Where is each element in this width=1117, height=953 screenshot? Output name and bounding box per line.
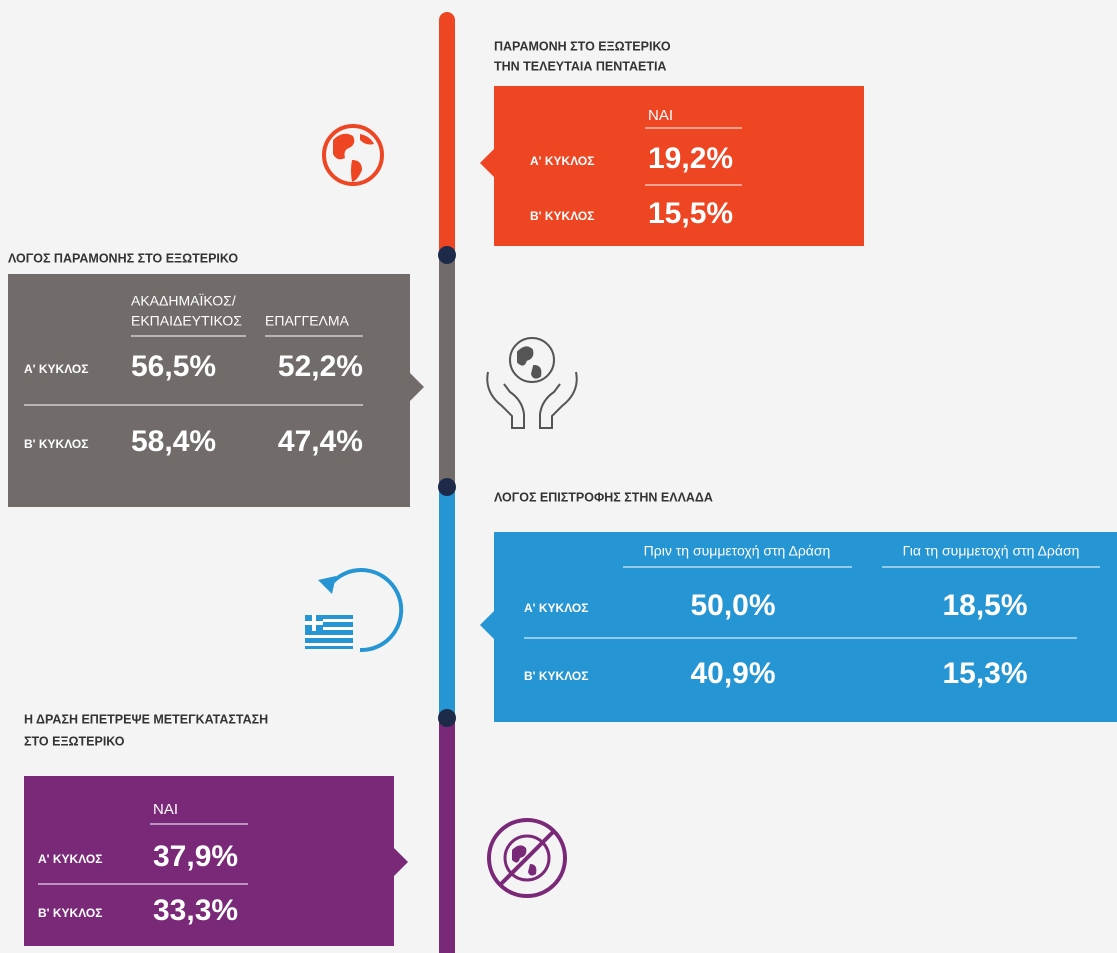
hands-globe-icon	[486, 337, 578, 429]
value: 37,9%	[153, 840, 238, 873]
section-title: ΛΟΓΟΣ ΕΠΙΣΤΡΟΦΗΣ ΣΤΗΝ ΕΛΛΑΔΑ	[494, 490, 713, 504]
row-label: Β' ΚΥΚΛΟΣ	[24, 437, 88, 451]
value: 15,3%	[942, 657, 1027, 690]
value: 47,4%	[278, 425, 363, 458]
value: 33,3%	[153, 894, 238, 927]
panel-pointer	[394, 848, 408, 876]
value: 50,0%	[690, 589, 775, 622]
section: Η ΔΡΑΣΗ ΕΠΕΤΡΕΨΕ ΜΕΤΕΓΚΑΤΑΣΤΑΣΗ ΣΤΟ ΕΞΩΤΕ…	[24, 712, 408, 946]
section: ΠΑΡΑΜΟΝΗ ΣΤΟ ΕΞΩΤΕΡΙΚΟ ΤΗΝ ΤΕΛΕΥΤΑΙΑ ΠΕΝΤ…	[480, 39, 864, 246]
panel-pointer	[410, 373, 424, 401]
row-label: Α' ΚΥΚΛΟΣ	[524, 601, 588, 615]
row-label: Β' ΚΥΚΛΟΣ	[530, 209, 594, 223]
return-icon	[305, 568, 404, 653]
section-title: ΠΑΡΑΜΟΝΗ ΣΤΟ ΕΞΩΤΕΡΙΚΟ	[494, 39, 671, 53]
row-label: Α' ΚΥΚΛΟΣ	[24, 362, 88, 376]
section-title: ΛΟΓΟΣ ΠΑΡΑΜΟΝΗΣ ΣΤΟ ΕΞΩΤΕΡΙΚΟ	[8, 251, 238, 265]
column-header: Για τη συμμετοχή στη Δράση	[903, 543, 1080, 559]
panel-pointer	[480, 149, 494, 177]
section-title: Η ΔΡΑΣΗ ΕΠΕΤΡΕΨΕ ΜΕΤΕΓΚΑΤΑΣΤΑΣΗ	[24, 712, 268, 726]
panel	[494, 532, 1117, 722]
value: 19,2%	[648, 142, 733, 175]
value: 52,2%	[278, 350, 363, 383]
column-header: ΕΠΑΓΓΕΛΜΑ	[265, 313, 350, 329]
column-header: ΑΚΑΔΗΜΑΪΚΟΣ/	[131, 293, 236, 309]
column-header: Πριν τη συμμετοχή στη Δράση	[644, 543, 831, 559]
value: 15,5%	[648, 197, 733, 230]
row-label: Β' ΚΥΚΛΟΣ	[38, 906, 102, 920]
panel	[24, 776, 394, 946]
section-title: ΣΤΟ ΕΞΩΤΕΡΙΚΟ	[24, 734, 125, 748]
section: ΛΟΓΟΣ ΕΠΙΣΤΡΟΦΗΣ ΣΤΗΝ ΕΛΛΑΔΑ Πριν τη συμμ…	[480, 490, 1117, 722]
section-title: ΤΗΝ ΤΕΛΕΥΤΑΙΑ ΠΕΝΤΑΕΤΙΑ	[494, 59, 666, 73]
row-label: Α' ΚΥΚΛΟΣ	[38, 852, 102, 866]
value: 40,9%	[690, 657, 775, 690]
value: 58,4%	[131, 425, 216, 458]
sections: ΠΑΡΑΜΟΝΗ ΣΤΟ ΕΞΩΤΕΡΙΚΟ ΤΗΝ ΤΕΛΕΥΤΑΙΑ ΠΕΝΤ…	[8, 39, 1117, 946]
no-globe-icon	[487, 818, 567, 898]
row-label: Α' ΚΥΚΛΟΣ	[530, 154, 594, 168]
value: 56,5%	[131, 350, 216, 383]
column-header: ΕΚΠΑΙΔΕΥΤΙΚΟΣ	[131, 313, 242, 329]
value: 18,5%	[942, 589, 1027, 622]
section: ΛΟΓΟΣ ΠΑΡΑΜΟΝΗΣ ΣΤΟ ΕΞΩΤΕΡΙΚΟ ΑΚΑΔΗΜΑΪΚΟΣ…	[8, 251, 424, 507]
panel	[8, 274, 410, 507]
globe-icon	[322, 124, 384, 186]
row-label: Β' ΚΥΚΛΟΣ	[524, 669, 588, 683]
column-header: ΝΑΙ	[648, 107, 673, 124]
panel	[494, 86, 864, 246]
timeline	[438, 12, 456, 953]
column-header: ΝΑΙ	[153, 801, 178, 818]
panel-pointer	[480, 611, 494, 639]
